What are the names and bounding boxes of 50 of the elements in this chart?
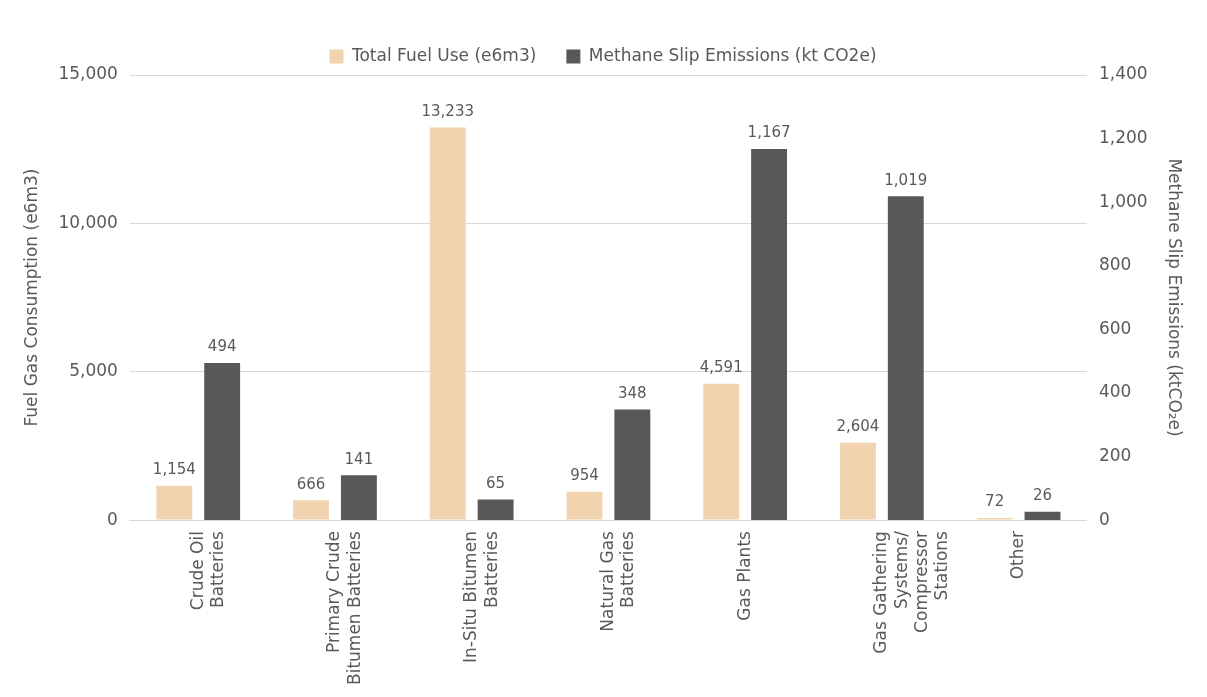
y2-tick-label: 600 <box>1098 317 1132 338</box>
data-label: 494 <box>207 337 237 356</box>
y-axis-title: Fuel Gas Consumption (e6m3) <box>20 168 41 427</box>
y2-tick-label: 1,200 <box>1098 127 1148 147</box>
bar <box>751 149 787 521</box>
bar <box>566 491 603 520</box>
y-tick-label: 0 <box>107 508 118 529</box>
data-label: 1,167 <box>747 123 791 142</box>
data-label: 1,019 <box>884 170 928 189</box>
y2-tick-label: 800 <box>1098 254 1132 275</box>
data-label: 13,233 <box>421 101 475 120</box>
bar <box>293 500 329 520</box>
data-label: 26 <box>1032 486 1053 505</box>
data-label: 954 <box>570 466 599 485</box>
y2-tick-label: 0 <box>1098 508 1110 529</box>
y2-tick-label: 400 <box>1098 381 1132 402</box>
x-tick-label: Gas Gathering Systems/ Compressor Stations <box>870 530 952 654</box>
bar <box>340 475 377 521</box>
legend-label: Total Fuel Use (e6m3) <box>350 44 537 65</box>
legend-label: Methane Slip Emissions (kt CO2e) <box>588 44 877 65</box>
bar <box>156 485 193 520</box>
bar <box>1024 511 1061 521</box>
x-tick-label: In-Situ Bitumen Batteries <box>460 530 501 663</box>
y-tick-label: 15,000 <box>58 63 118 84</box>
bar <box>429 127 466 520</box>
x-tick-label: Crude Oil Batteries <box>186 530 228 611</box>
y-tick-label: 5,000 <box>69 360 118 381</box>
y2-axis-title: Methane Slip Emissions (ktCO₂e) <box>1165 158 1186 437</box>
data-label: 2,604 <box>836 417 880 436</box>
bar <box>204 363 241 521</box>
data-label: 72 <box>985 492 1005 511</box>
data-label: 65 <box>486 473 506 492</box>
bar <box>703 383 740 520</box>
data-label: 141 <box>344 449 374 468</box>
bar <box>887 196 924 521</box>
bar <box>614 409 651 521</box>
bar <box>839 442 876 520</box>
x-tick-label: Natural Gas Batteries <box>596 530 638 632</box>
y-tick-label: 10,000 <box>58 211 118 232</box>
y2-tick-label: 1,400 <box>1098 63 1148 84</box>
y2-tick-label: 200 <box>1098 444 1132 465</box>
y2-tick-label: 1,000 <box>1098 190 1148 211</box>
data-label: 4,591 <box>699 358 743 377</box>
x-tick-label: Other <box>1006 531 1027 580</box>
data-label: 348 <box>618 383 647 402</box>
x-tick-label: Gas Plants <box>733 530 754 621</box>
x-tick-label: Primary Crude Bitumen Batteries <box>323 530 364 685</box>
bar <box>477 499 514 521</box>
data-label: 666 <box>296 474 326 493</box>
data-label: 1,154 <box>152 460 196 479</box>
